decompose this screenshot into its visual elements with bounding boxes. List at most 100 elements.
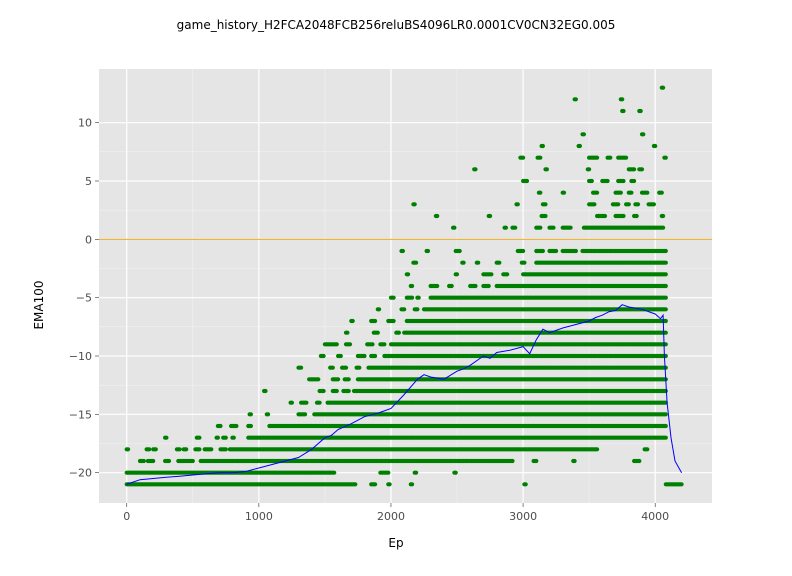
data-point <box>410 283 415 289</box>
data-point <box>639 167 645 172</box>
data-point <box>540 143 546 149</box>
data-point <box>618 190 623 195</box>
data-point <box>663 318 668 324</box>
data-point <box>382 342 387 347</box>
data-point <box>453 470 458 475</box>
ema-line <box>126 304 683 485</box>
data-point <box>248 412 253 417</box>
y-tick-label: −20 <box>69 467 92 480</box>
data-point <box>415 307 420 312</box>
data-point <box>263 388 268 394</box>
data-point <box>414 470 419 475</box>
data-point <box>638 108 643 114</box>
data-point <box>231 435 236 440</box>
data-point <box>645 447 650 452</box>
data-point <box>209 447 214 452</box>
data-point <box>587 167 592 172</box>
x-tick-label: 2000 <box>377 510 405 523</box>
x-tick-label: 4000 <box>641 510 669 523</box>
data-point <box>626 202 631 207</box>
data-point <box>303 412 308 417</box>
data-point <box>334 342 339 347</box>
data-point <box>589 178 594 184</box>
data-point <box>538 155 543 160</box>
data-point <box>663 388 668 394</box>
data-point <box>289 400 294 405</box>
data-point <box>663 342 668 347</box>
data-point <box>543 202 548 207</box>
data-point <box>573 248 579 254</box>
x-tick-label: 1000 <box>245 510 273 523</box>
data-point <box>510 458 515 464</box>
data-point <box>621 108 626 114</box>
data-point <box>538 190 543 195</box>
y-axis-label: EMA100 <box>32 280 46 329</box>
data-point <box>551 225 556 230</box>
data-point <box>166 458 172 464</box>
data-point <box>357 365 362 370</box>
y-tick-label: 10 <box>78 117 92 130</box>
data-point <box>513 225 518 230</box>
data-point <box>223 447 228 452</box>
data-point <box>624 155 629 160</box>
data-point <box>410 295 415 300</box>
data-point <box>400 248 405 254</box>
x-tick-label: 0 <box>123 510 130 523</box>
data-point <box>632 167 637 172</box>
data-point <box>476 260 481 265</box>
data-point <box>345 330 350 335</box>
data-point <box>449 283 454 289</box>
data-point <box>663 248 668 254</box>
data-point <box>266 412 271 417</box>
data-point <box>435 283 440 289</box>
data-point <box>317 400 322 405</box>
y-tick-label: −5 <box>76 292 92 305</box>
data-point <box>663 260 668 265</box>
data-point <box>544 167 550 172</box>
data-point <box>663 307 668 312</box>
data-point <box>663 155 668 160</box>
data-point <box>653 143 658 149</box>
data-point <box>215 435 220 440</box>
data-point <box>602 213 608 219</box>
data-point <box>645 190 650 195</box>
data-point <box>497 260 502 265</box>
data-point <box>353 482 358 487</box>
data-point <box>377 307 382 312</box>
data-point <box>416 295 421 300</box>
data-point <box>461 260 466 265</box>
data-point <box>661 225 666 230</box>
data-point <box>304 400 309 405</box>
data-point <box>141 458 146 464</box>
data-point <box>523 482 528 487</box>
data-point <box>338 353 343 359</box>
y-tick-label: −10 <box>69 350 92 363</box>
data-point <box>197 447 202 452</box>
data-point <box>661 85 666 90</box>
data-point <box>524 178 530 184</box>
data-point <box>425 248 431 254</box>
data-point <box>577 143 583 149</box>
data-point <box>505 272 510 277</box>
data-point <box>663 330 668 335</box>
data-point <box>521 248 526 254</box>
data-point <box>346 388 351 394</box>
data-point <box>663 435 668 440</box>
data-point <box>635 202 641 207</box>
data-point <box>620 97 625 102</box>
data-point <box>391 295 396 300</box>
data-point <box>595 190 600 195</box>
data-point <box>164 435 169 440</box>
data-point <box>592 202 597 207</box>
data-point <box>347 342 353 347</box>
data-point <box>452 225 457 230</box>
x-tick-label: 3000 <box>509 510 537 523</box>
data-point <box>330 365 335 370</box>
data-point <box>370 342 375 347</box>
data-point <box>581 132 587 137</box>
data-point <box>621 178 626 184</box>
data-point <box>410 482 415 487</box>
data-point <box>621 213 626 219</box>
data-point <box>454 272 460 277</box>
data-point <box>406 272 411 277</box>
